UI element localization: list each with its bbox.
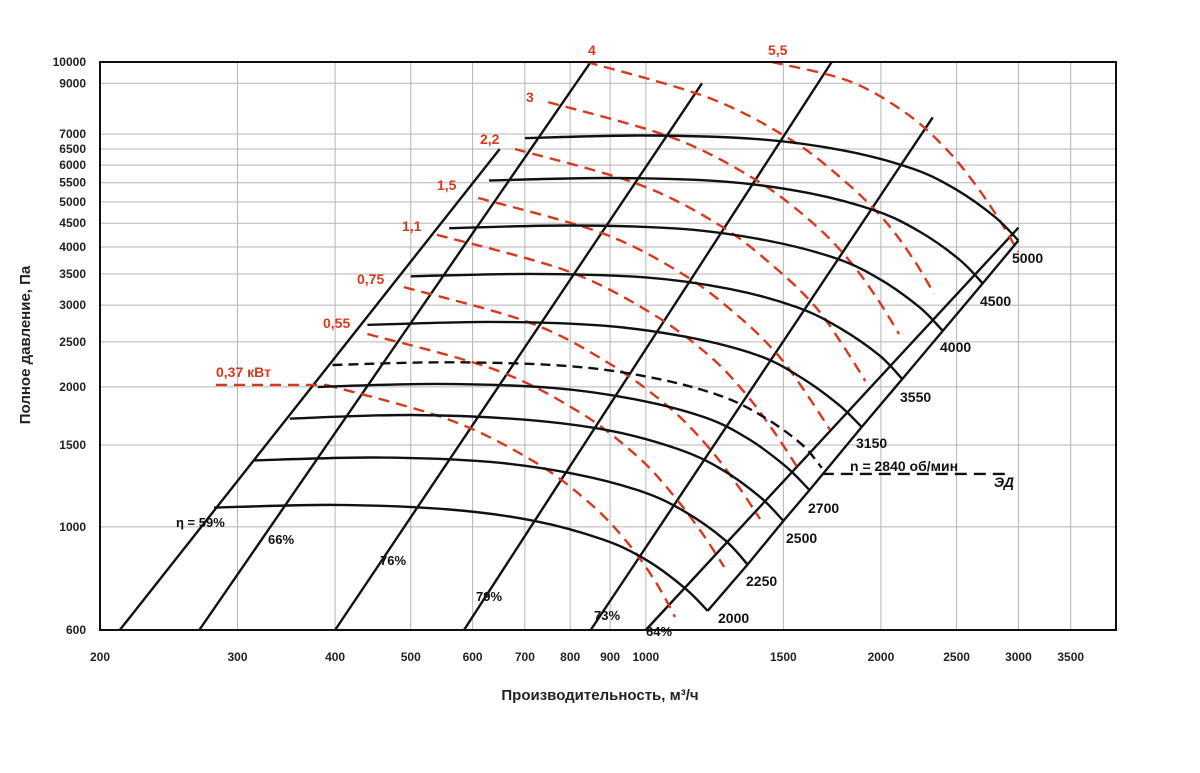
x-tick-label: 400 bbox=[325, 650, 345, 664]
power-curve bbox=[586, 60, 936, 295]
y-tick-label: 3500 bbox=[59, 267, 86, 281]
speed-label: 5000 bbox=[1012, 250, 1043, 266]
efficiency-label: 64% bbox=[646, 624, 672, 639]
power-curve bbox=[547, 100, 901, 335]
x-tick-label: 800 bbox=[560, 650, 580, 664]
y-tick-label: 10000 bbox=[53, 55, 87, 69]
power-curve bbox=[514, 147, 867, 382]
efficiency-label: η = 59% bbox=[176, 515, 225, 530]
y-tick-label: 9000 bbox=[59, 76, 86, 90]
x-axis-title: Производительность, м³/ч bbox=[501, 687, 698, 704]
efficiency-label: 73% bbox=[594, 608, 620, 623]
efficiency-label: 79% bbox=[476, 589, 502, 604]
speed-label: 2250 bbox=[746, 573, 777, 589]
speed-label: 3550 bbox=[900, 389, 931, 405]
speed-label: 4500 bbox=[980, 293, 1011, 309]
motor-curve bbox=[332, 361, 823, 469]
y-tick-label: 2500 bbox=[59, 335, 86, 349]
efficiency-line bbox=[644, 226, 1020, 631]
efficiency-label: 76% bbox=[380, 553, 406, 568]
speed-label: 4000 bbox=[940, 339, 971, 355]
power-label: 0,55 bbox=[323, 315, 350, 331]
x-tick-label: 1500 bbox=[770, 650, 797, 664]
x-tick-label: 500 bbox=[401, 650, 421, 664]
x-tick-label: 3500 bbox=[1057, 650, 1084, 664]
motor-label: ЭД bbox=[994, 474, 1014, 490]
y-tick-label: 5500 bbox=[59, 176, 86, 190]
y-tick-label: 1000 bbox=[59, 520, 86, 534]
efficiency-line bbox=[462, 61, 833, 631]
efficiency-line bbox=[118, 148, 501, 631]
speed-curve bbox=[367, 320, 863, 428]
x-tick-label: 600 bbox=[463, 650, 483, 664]
x-tick-label: 1000 bbox=[632, 650, 659, 664]
y-tick-label: 7000 bbox=[59, 127, 86, 141]
y-tick-labels: 600 1000 1500 2000 2500 3000 3500 4000 4500 5000 5… bbox=[53, 55, 87, 637]
y-tick-label: 600 bbox=[66, 623, 86, 637]
power-label: 4 bbox=[588, 42, 596, 58]
motor-curve bbox=[332, 361, 1007, 476]
plot-frame bbox=[99, 61, 1117, 631]
x-tick-labels: 200 300 400 500 600 700 800 900 1000 1500 2000 2500… bbox=[90, 650, 1084, 664]
speed-label: 2000 bbox=[718, 610, 749, 626]
speed-curve bbox=[317, 382, 811, 491]
power-curve bbox=[326, 383, 677, 618]
power-curve bbox=[477, 196, 831, 431]
y-tick-label: 1500 bbox=[59, 438, 86, 452]
curve-labels: η = 59% 66% 76% 79% 73% 64% 0,37 кВт 0,55 0,75 1,… bbox=[176, 42, 1043, 639]
plot-border bbox=[99, 61, 1117, 631]
efficiency-label: 66% bbox=[268, 532, 294, 547]
motor-speed-label: n = 2840 об/мин bbox=[850, 458, 958, 474]
speed-curve bbox=[254, 456, 749, 566]
efficiency-line bbox=[198, 61, 592, 631]
speed-curves bbox=[214, 134, 1020, 612]
power-curves bbox=[216, 60, 1020, 618]
x-tick-label: 2000 bbox=[868, 650, 895, 664]
speed-label: 2500 bbox=[786, 530, 817, 546]
power-label: 3 bbox=[526, 89, 534, 105]
speed-curve bbox=[410, 272, 904, 380]
efficiency-lines bbox=[118, 61, 1020, 631]
x-tick-label: 2500 bbox=[943, 650, 970, 664]
speed-curve bbox=[489, 176, 984, 285]
speed-label: 3150 bbox=[856, 435, 887, 451]
power-curve bbox=[403, 285, 761, 520]
y-tick-label: 6500 bbox=[59, 142, 86, 156]
x-tick-label: 300 bbox=[227, 650, 247, 664]
y-tick-label: 2000 bbox=[59, 380, 86, 394]
efficiency-line bbox=[334, 82, 703, 631]
power-label: 1,1 bbox=[402, 218, 422, 234]
speed-curve bbox=[214, 503, 709, 612]
x-tick-label: 900 bbox=[600, 650, 620, 664]
speed-curve bbox=[449, 224, 944, 332]
power-label: 1,5 bbox=[437, 177, 457, 193]
power-label: 5,5 bbox=[768, 42, 788, 58]
x-tick-label: 200 bbox=[90, 650, 110, 664]
speed-curve bbox=[524, 134, 1020, 242]
y-tick-label: 4500 bbox=[59, 216, 86, 230]
speed-label: 2700 bbox=[808, 500, 839, 516]
speed-end-boundary bbox=[706, 239, 1020, 612]
x-tick-label: 3000 bbox=[1005, 650, 1032, 664]
efficiency-line bbox=[589, 116, 934, 631]
power-curve bbox=[436, 233, 798, 467]
y-tick-label: 5000 bbox=[59, 195, 86, 209]
y-tick-label: 4000 bbox=[59, 240, 86, 254]
x-tick-label: 700 bbox=[515, 650, 535, 664]
y-axis-title: Полное давление, Па bbox=[17, 265, 34, 424]
power-label: 2,2 bbox=[480, 131, 500, 147]
power-label: 0,37 кВт bbox=[216, 364, 271, 380]
y-tick-label: 3000 bbox=[59, 298, 86, 312]
power-curve bbox=[367, 332, 726, 568]
power-label: 0,75 bbox=[357, 271, 384, 287]
y-tick-label: 6000 bbox=[59, 158, 86, 172]
speed-curve bbox=[289, 413, 785, 522]
